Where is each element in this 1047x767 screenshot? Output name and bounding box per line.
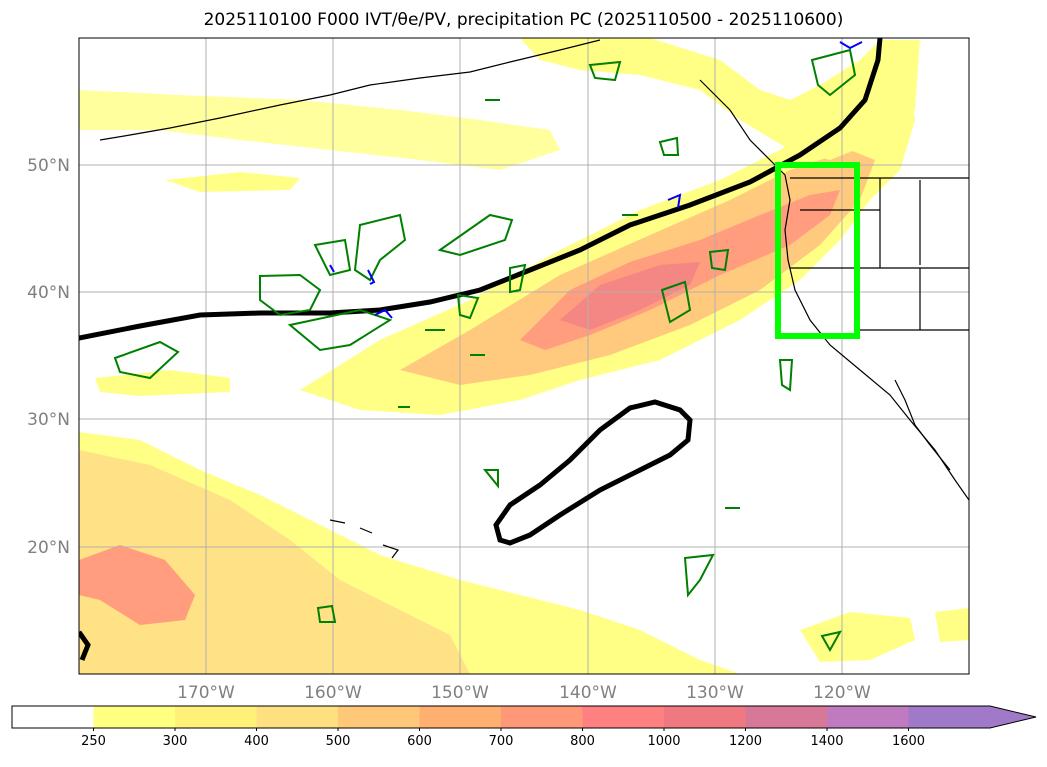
pv-negative-b xyxy=(367,269,376,285)
lon-label-150w: 150°W xyxy=(431,683,489,703)
ivt-region-river-outer xyxy=(300,40,915,415)
colorbar-segment-4 xyxy=(338,706,420,728)
lat-label-40: 40°N xyxy=(27,283,70,303)
pv-contour-g xyxy=(660,280,692,324)
pv-negative-c xyxy=(374,308,393,319)
pv-contour-h xyxy=(810,48,857,97)
lon-label-140w: 140°W xyxy=(559,683,617,703)
pv-contour-k xyxy=(316,604,337,623)
pv-contour-s xyxy=(398,99,740,509)
colorbar-segment-10 xyxy=(827,706,909,728)
map-frame xyxy=(78,37,970,675)
baja-coast xyxy=(894,379,951,471)
pv-contour-d xyxy=(437,213,514,257)
colorbar-outline xyxy=(11,705,1037,729)
colorbar-tick-label: 1000 xyxy=(647,734,680,749)
pv-negative-d xyxy=(667,193,682,209)
pv-contour-c xyxy=(353,213,407,282)
lon-label-130w: 130°W xyxy=(686,683,744,703)
colorbar-tick-label: 1400 xyxy=(810,734,843,749)
colorbar-segment-7 xyxy=(582,706,665,728)
ivt-region-small-a xyxy=(165,172,300,192)
ivt-region-small-b xyxy=(95,370,230,396)
theta-e-contour-corner xyxy=(79,630,91,661)
pv-contour-b xyxy=(313,238,352,277)
colorbar-extend-arrow xyxy=(908,706,1036,728)
colorbar-tick-label: 500 xyxy=(326,734,351,749)
colorbar-tick-label: 400 xyxy=(244,734,269,749)
colorbar-segment-3 xyxy=(256,706,339,728)
hawaii-islands xyxy=(329,519,399,559)
pv-contour-m xyxy=(658,136,680,156)
colorbar-tick-label: 600 xyxy=(407,734,432,749)
theta-e-contours xyxy=(79,38,883,661)
coastlines xyxy=(99,39,969,559)
pv-negative-a xyxy=(329,264,335,273)
pv-contours xyxy=(113,48,857,653)
colorbar-segment-8 xyxy=(664,706,746,728)
theta-e-contour-loop xyxy=(493,399,693,546)
coastline-alaska xyxy=(99,39,601,141)
pv-contour-o xyxy=(456,293,480,320)
pv-contour-f xyxy=(113,340,180,380)
ivt-region-north xyxy=(520,38,920,160)
pv-contour-e xyxy=(287,308,393,352)
colorbar-tick-label: 300 xyxy=(163,734,188,749)
map-title: 2025110100 F000 IVT/θe/PV, precipitation… xyxy=(203,10,844,30)
theta-e-contour-main xyxy=(79,38,883,341)
ivt-region-southwest-core xyxy=(79,545,195,625)
lat-label-50: 50°N xyxy=(27,156,70,176)
pv-contour-j xyxy=(683,553,715,598)
pv-contour-i xyxy=(588,60,622,82)
ivt-shading xyxy=(79,38,969,674)
ivt-region-river-peak xyxy=(560,262,700,330)
lat-label-20: 20°N xyxy=(27,538,70,558)
colorbar-tick-label: 250 xyxy=(81,734,106,749)
pv-negative-e xyxy=(839,41,863,50)
ivt-region-southeast-2 xyxy=(935,608,969,642)
pv-contour-r xyxy=(820,630,842,653)
colorbar-tick-label: 800 xyxy=(570,734,595,749)
pv-contours-negative xyxy=(329,41,863,319)
pv-contour-q xyxy=(778,359,794,392)
lon-label-120w: 120°W xyxy=(813,683,871,703)
colorbar-tick-label: 1200 xyxy=(729,734,762,749)
lat-label-30: 30°N xyxy=(27,410,70,430)
pv-contour-l xyxy=(482,469,499,489)
analysis-box xyxy=(775,162,860,339)
border-states xyxy=(790,178,969,331)
pv-contour-p xyxy=(708,248,730,272)
lon-label-160w: 160°W xyxy=(304,683,362,703)
lat-labels: 50°N 40°N 30°N 20°N xyxy=(27,156,70,558)
colorbar-segment-1 xyxy=(93,706,176,728)
colorbar-segment-2 xyxy=(175,706,257,728)
colorbar: 250 300 400 500 600 700 800 1000 1200 1400 1600 xyxy=(11,705,1037,749)
lon-label-170w: 170°W xyxy=(177,683,235,703)
colorbar-segment-5 xyxy=(419,706,502,728)
pv-contour-a xyxy=(259,273,322,317)
colorbar-segment-9 xyxy=(745,706,828,728)
colorbar-tick-label: 1600 xyxy=(892,734,925,749)
colorbar-segment-6 xyxy=(501,706,583,728)
lon-labels: 170°W 160°W 150°W 140°W 130°W 120°W xyxy=(177,683,871,703)
colorbar-segment-0 xyxy=(12,706,94,728)
colorbar-tick-label: 700 xyxy=(489,734,514,749)
pv-contour-n xyxy=(509,263,527,294)
ivt-region-pacific-band xyxy=(79,90,560,170)
